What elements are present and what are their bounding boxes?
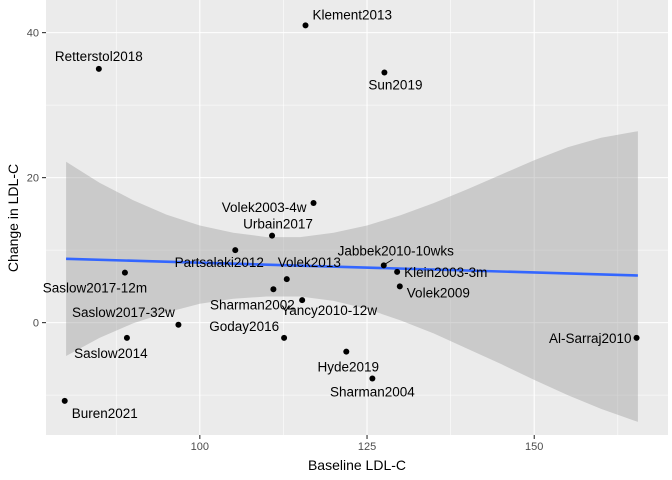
data-point (175, 321, 182, 328)
point-label: Saslow2017-12m (43, 281, 147, 296)
confidence-band-area (66, 131, 638, 422)
panel-background (46, 0, 668, 435)
grid-minor (46, 0, 668, 435)
data-point (633, 334, 640, 341)
x-axis-title: Baseline LDL-C (308, 457, 406, 473)
data-point (302, 22, 309, 29)
data-point (283, 276, 290, 283)
point-labels: Klement2013 Retterstol2018 Sun2019 Volek200… (43, 7, 632, 421)
data-point (299, 297, 306, 304)
regression-line (66, 257, 638, 277)
data-point (381, 69, 388, 76)
point-label: Partsalaki2012 (175, 255, 264, 270)
point-label: Sharman2002 (210, 297, 295, 312)
point-label: Retterstol2018 (55, 49, 143, 64)
data-point (121, 269, 128, 276)
x-axis: 100 125 150 (191, 435, 543, 453)
point-label: Volek2003-4w (222, 200, 307, 215)
y-axis-title: Change in LDL-C (5, 164, 21, 272)
point-label: Jabbek2010-10wks (338, 243, 455, 258)
x-tick-label: 100 (191, 441, 209, 453)
y-tick-label: 0 (33, 318, 39, 330)
point-label: Volek2013 (278, 255, 341, 270)
data-points (61, 22, 640, 404)
x-tick-label: 150 (525, 441, 543, 453)
data-point (232, 247, 239, 254)
point-label: Sharman2004 (330, 384, 415, 399)
point-label: Klein2003-3m (404, 265, 487, 280)
point-label: Buren2021 (72, 406, 138, 421)
y-axis: 0 20 40 (27, 28, 46, 330)
data-point (310, 200, 317, 206)
data-point (61, 397, 68, 404)
data-point (269, 232, 276, 239)
data-point (95, 65, 102, 72)
data-point (394, 268, 401, 275)
point-label: Saslow2014 (74, 346, 148, 361)
point-label: Hyde2019 (318, 360, 380, 375)
point-label: Klement2013 (313, 7, 393, 22)
y-tick-label: 40 (27, 28, 39, 40)
fit-line (66, 257, 638, 277)
y-tick-label: 20 (27, 173, 39, 185)
data-point (343, 348, 350, 355)
x-tick-label: 125 (358, 441, 376, 453)
point-label: Saslow2017-32w (72, 305, 175, 320)
data-point (270, 286, 277, 293)
point-label: Goday2016 (209, 319, 279, 334)
data-point (369, 375, 376, 382)
data-point (380, 262, 387, 269)
data-point (281, 334, 288, 341)
confidence-band (66, 131, 638, 422)
grid-major (46, 0, 668, 435)
point-label: Urbain2017 (243, 217, 313, 232)
point-label: Yancy2010-12w (281, 303, 377, 318)
point-label: Al-Sarraj2010 (549, 331, 632, 346)
data-point (396, 283, 403, 290)
point-label: Sun2019 (368, 78, 422, 93)
data-point (123, 334, 130, 341)
point-label: Volek2009 (407, 285, 470, 300)
